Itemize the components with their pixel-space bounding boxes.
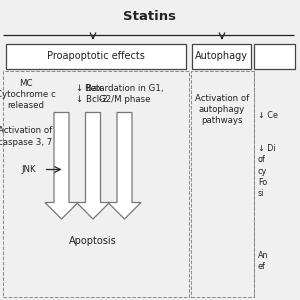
- Text: ↓ Bax
↓ Bcl-2: ↓ Bax ↓ Bcl-2: [76, 83, 108, 104]
- Text: Autophagy: Autophagy: [195, 51, 248, 61]
- Text: Proapoptotic effects: Proapoptotic effects: [47, 51, 145, 61]
- Text: Activation of
autophagy
pathways: Activation of autophagy pathways: [195, 94, 249, 125]
- Polygon shape: [108, 112, 141, 219]
- Polygon shape: [45, 112, 78, 219]
- Bar: [3, 70, 189, 297]
- Bar: [254, 44, 295, 69]
- Text: Statins: Statins: [124, 10, 176, 23]
- Text: JNK: JNK: [21, 165, 36, 174]
- Text: ↓ Di
of
cy
Fo
si: ↓ Di of cy Fo si: [258, 144, 276, 198]
- Text: Apoptosis: Apoptosis: [69, 236, 117, 247]
- Bar: [190, 70, 254, 297]
- Text: Retardation in G1,
G2/M phase: Retardation in G1, G2/M phase: [85, 83, 164, 104]
- Text: MC
Cytochrome c
released: MC Cytochrome c released: [0, 79, 56, 110]
- Bar: [6, 44, 186, 69]
- Text: Activation of
caspase 3, 7: Activation of caspase 3, 7: [0, 126, 52, 147]
- Text: ↓ Ce: ↓ Ce: [258, 111, 278, 120]
- Polygon shape: [76, 112, 110, 219]
- Bar: [192, 44, 250, 69]
- Text: An
ef: An ef: [258, 251, 268, 271]
